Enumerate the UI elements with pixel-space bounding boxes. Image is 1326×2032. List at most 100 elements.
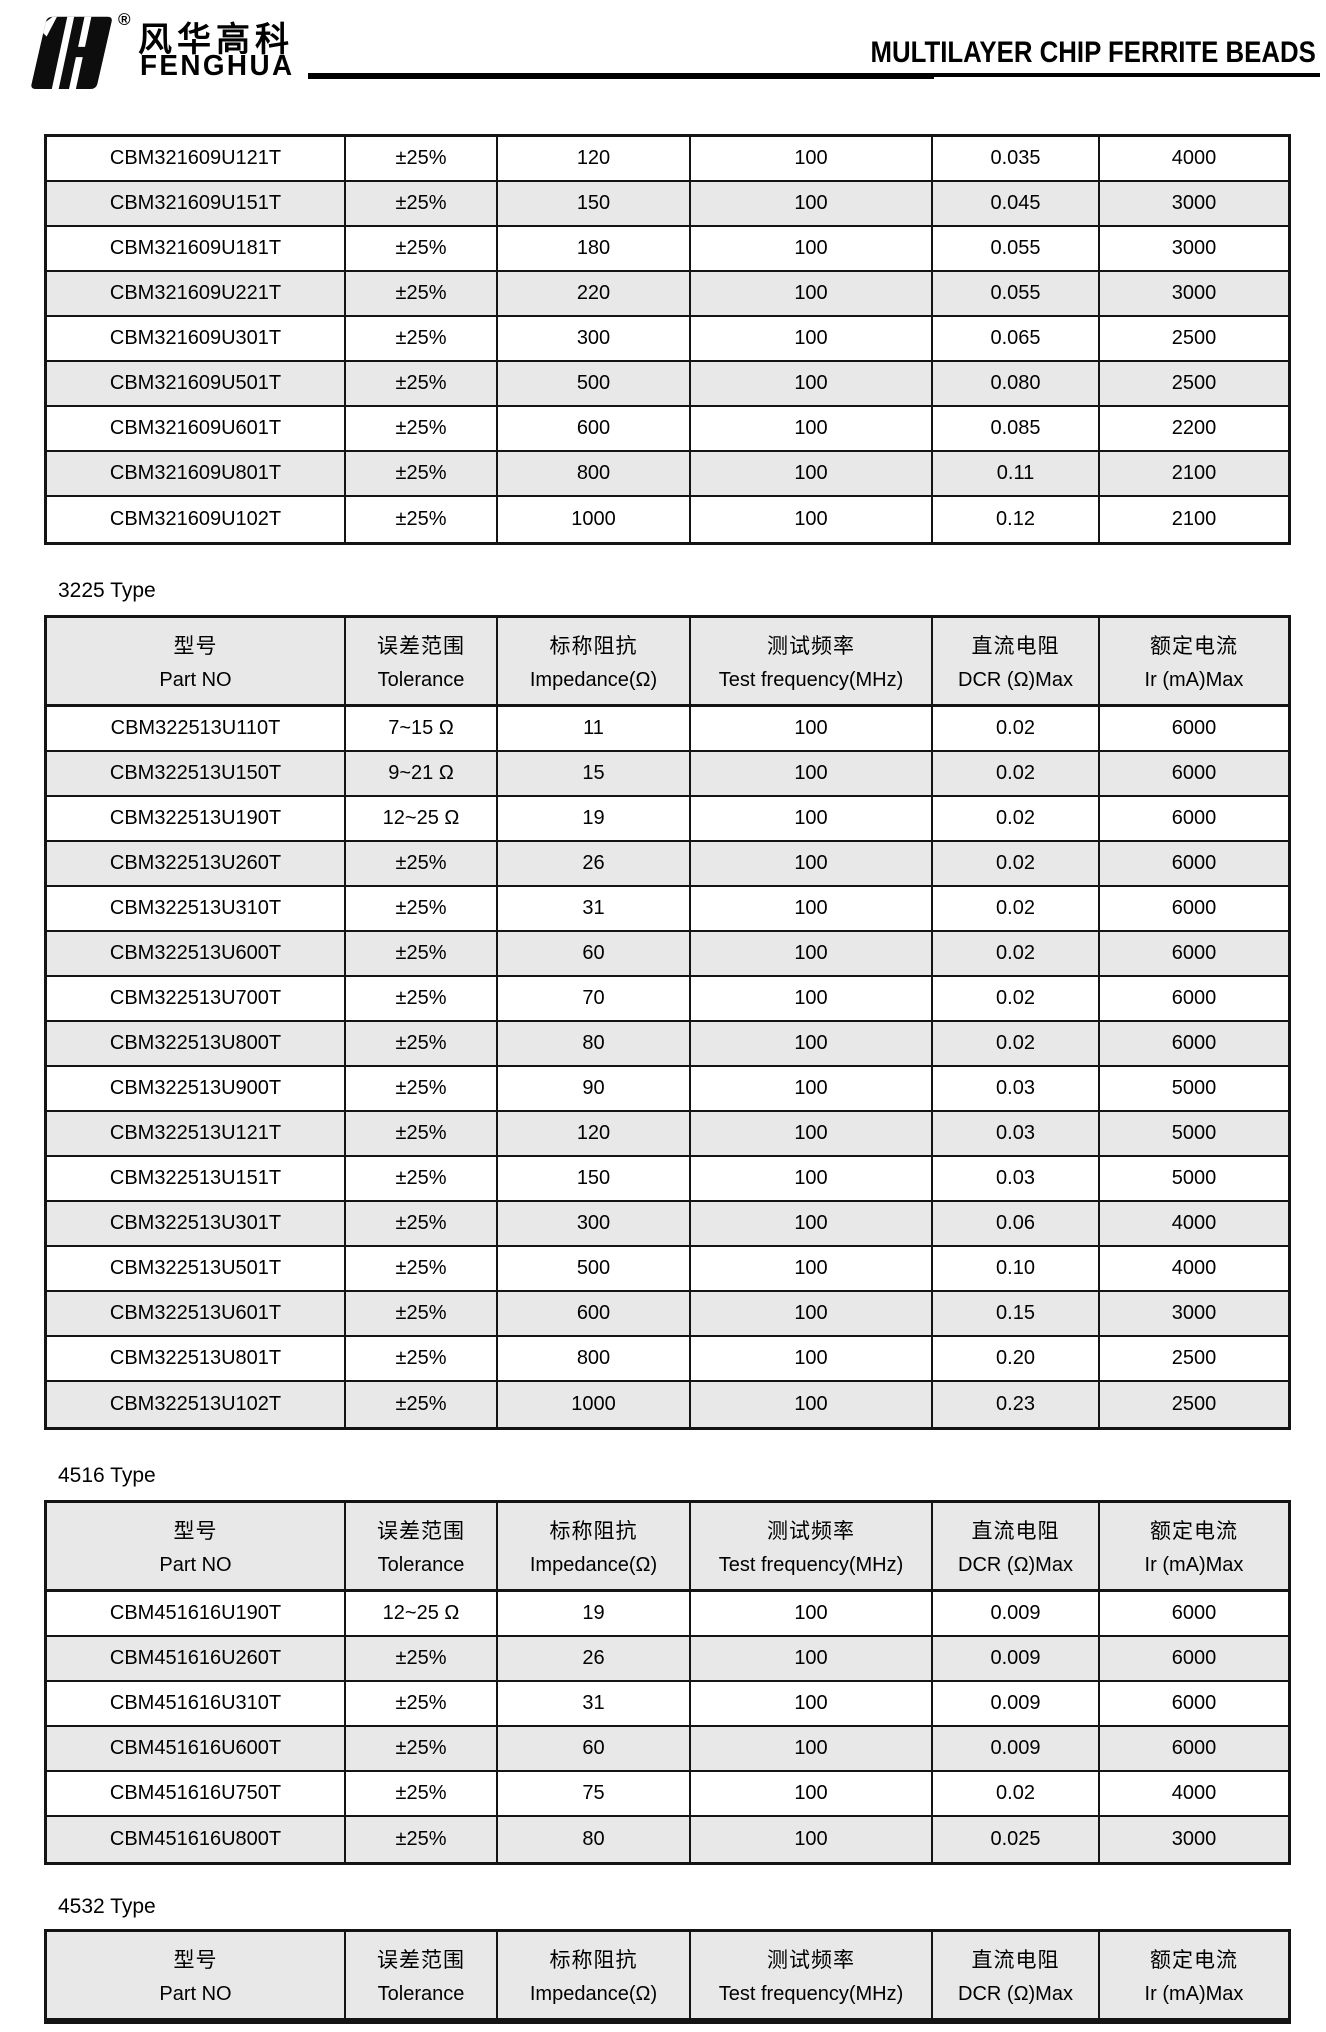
table-cell: 100 — [691, 1682, 933, 1725]
table-cell: 80 — [498, 1022, 691, 1065]
column-header-english: DCR (Ω)Max — [958, 668, 1073, 691]
column-header-cell: 额定电流 Ir (mA)Max — [1100, 618, 1288, 704]
table-cell: 0.10 — [933, 1247, 1100, 1290]
table-cell: 300 — [498, 317, 691, 360]
table-cell: 6000 — [1171, 717, 1217, 739]
table-row: CBM321609U221T ±25% 220 100 0.055 3000 — [47, 272, 1288, 317]
column-header-chinese: 标称阻抗 — [549, 1520, 638, 1544]
table-cell: CBM322513U700T — [47, 977, 346, 1020]
table-cell: 2100 — [1171, 462, 1217, 484]
table-cell: 6000 — [1171, 987, 1217, 1009]
table-cell: 5000 — [1171, 1077, 1217, 1099]
table-cell: CBM321609U501T — [47, 362, 346, 405]
table-cell: CBM451616U800T — [47, 1817, 346, 1862]
table-cell: 5000 — [1171, 1167, 1217, 1189]
column-header-english: Impedance(Ω) — [529, 1553, 658, 1576]
table-cell: ±25% — [346, 1202, 498, 1245]
table-cell: 180 — [498, 227, 691, 270]
table-cell: 0.12 — [933, 497, 1100, 542]
table-cell: 0.055 — [933, 272, 1100, 315]
table-cell: 2500 — [1171, 327, 1217, 349]
column-header-chinese: 标称阻抗 — [549, 635, 638, 659]
table-cell: ±25% — [346, 842, 498, 885]
column-header-chinese: 误差范围 — [377, 1949, 465, 1973]
table-cell: 3000 — [1171, 237, 1217, 259]
table-cell: CBM321609U151T — [47, 182, 346, 225]
table-cell: 0.03 — [933, 1067, 1100, 1110]
table-cell: CBM322513U150T — [47, 752, 346, 795]
column-header-english: Ir (mA)Max — [1144, 668, 1244, 691]
table-cell: 2200 — [1171, 417, 1217, 439]
table-cell: CBM321609U601T — [47, 407, 346, 450]
column-header-cell: 直流电阻 DCR (Ω)Max — [933, 618, 1100, 704]
table-row: CBM322513U800T ±25% 80 100 0.02 6000 — [47, 1022, 1288, 1067]
table-cell: 0.02 — [933, 1772, 1100, 1815]
table-cell: CBM322513U600T — [47, 932, 346, 975]
table-cell: 0.080 — [933, 362, 1100, 405]
table-cell: 600 — [498, 407, 691, 450]
table-cell: 300 — [498, 1202, 691, 1245]
table-cell: 60 — [498, 932, 691, 975]
page-header: ® 风华高科 FENGHUA MULTILAYER CHIP FERRITE B… — [0, 0, 1326, 134]
table-cell: CBM322513U800T — [47, 1022, 346, 1065]
column-header-cell: 额定电流 Ir (mA)Max — [1100, 1503, 1288, 1589]
table-cell: 120 — [498, 1112, 691, 1155]
table-cell: 4000 — [1171, 1782, 1217, 1804]
column-header-english: Impedance(Ω) — [529, 1982, 658, 2005]
table-cell: 100 — [691, 452, 933, 495]
column-header-english: Tolerance — [377, 668, 465, 691]
table-row: CBM321609U501T ±25% 500 100 0.080 2500 — [47, 362, 1288, 407]
table-row: CBM321609U601T ±25% 600 100 0.085 2200 — [47, 407, 1288, 452]
spec-table-4532: 型号 Part NO 误差范围 Tolerance 标称阻抗 Impedance(Ω) 测试… — [44, 1929, 1291, 2024]
table-cell: 100 — [691, 1727, 933, 1770]
table-cell: 120 — [498, 137, 691, 180]
table-cell: 0.11 — [933, 452, 1100, 495]
table-cell: 0.085 — [933, 407, 1100, 450]
table-cell: 4000 — [1171, 1257, 1217, 1279]
column-header-cell: 误差范围 Tolerance — [346, 1503, 498, 1589]
table-cell: CBM322513U121T — [47, 1112, 346, 1155]
column-header-chinese: 型号 — [173, 1520, 218, 1544]
table-cell: 0.02 — [933, 932, 1100, 975]
table-cell: 0.20 — [933, 1337, 1100, 1380]
column-header-chinese: 测试频率 — [767, 635, 855, 659]
table-row: CBM451616U260T ±25% 26 100 0.009 6000 — [47, 1637, 1288, 1682]
table-cell: 4000 — [1171, 147, 1217, 169]
table-cell: 0.02 — [933, 842, 1100, 885]
table-cell: 0.02 — [933, 797, 1100, 840]
spec-table-4516: 型号 Part NO 误差范围 Tolerance 标称阻抗 Impedance(Ω) 测试… — [44, 1500, 1291, 1865]
column-header-chinese: 额定电流 — [1150, 1520, 1238, 1544]
table-cell: ±25% — [346, 182, 498, 225]
table-cell: 100 — [691, 362, 933, 405]
table-cell: 60 — [498, 1727, 691, 1770]
table-cell: 3000 — [1171, 1302, 1217, 1324]
table-cell: 6000 — [1171, 1647, 1217, 1669]
column-header-english: Part NO — [159, 1982, 232, 2005]
table-cell: 31 — [498, 1682, 691, 1725]
table-cell: 80 — [498, 1817, 691, 1862]
table-cell: ±25% — [346, 1817, 498, 1862]
table-cell: 0.02 — [933, 1022, 1100, 1065]
table-cell: 2500 — [1171, 372, 1217, 394]
table-cell: ±25% — [346, 1682, 498, 1725]
column-header-chinese: 直流电阻 — [971, 1520, 1060, 1544]
table-cell: 0.06 — [933, 1202, 1100, 1245]
table-cell: 100 — [691, 1067, 933, 1110]
table-cell: 0.02 — [933, 752, 1100, 795]
table-row: CBM451616U190T 12~25 Ω 19 100 0.009 6000 — [47, 1592, 1288, 1637]
table-cell: 600 — [498, 1292, 691, 1335]
table-cell: 0.02 — [933, 707, 1100, 750]
table-cell: CBM322513U801T — [47, 1337, 346, 1380]
column-header-cell: 测试频率 Test frequency(MHz) — [691, 1503, 933, 1589]
column-header-english: Impedance(Ω) — [529, 668, 658, 691]
column-header-cell: 型号 Part NO — [47, 618, 346, 704]
table-cell: 6000 — [1171, 852, 1217, 874]
table-cell: ±25% — [346, 317, 498, 360]
table-row: CBM321609U301T ±25% 300 100 0.065 2500 — [47, 317, 1288, 362]
table-cell: CBM322513U151T — [47, 1157, 346, 1200]
table-cell: 7~15 Ω — [346, 707, 498, 750]
table-cell: CBM322513U900T — [47, 1067, 346, 1110]
table-cell: 4000 — [1171, 1212, 1217, 1234]
table-row: CBM322513U801T ±25% 800 100 0.20 2500 — [47, 1337, 1288, 1382]
table-row: CBM322513U190T 12~25 Ω 19 100 0.02 6000 — [47, 797, 1288, 842]
